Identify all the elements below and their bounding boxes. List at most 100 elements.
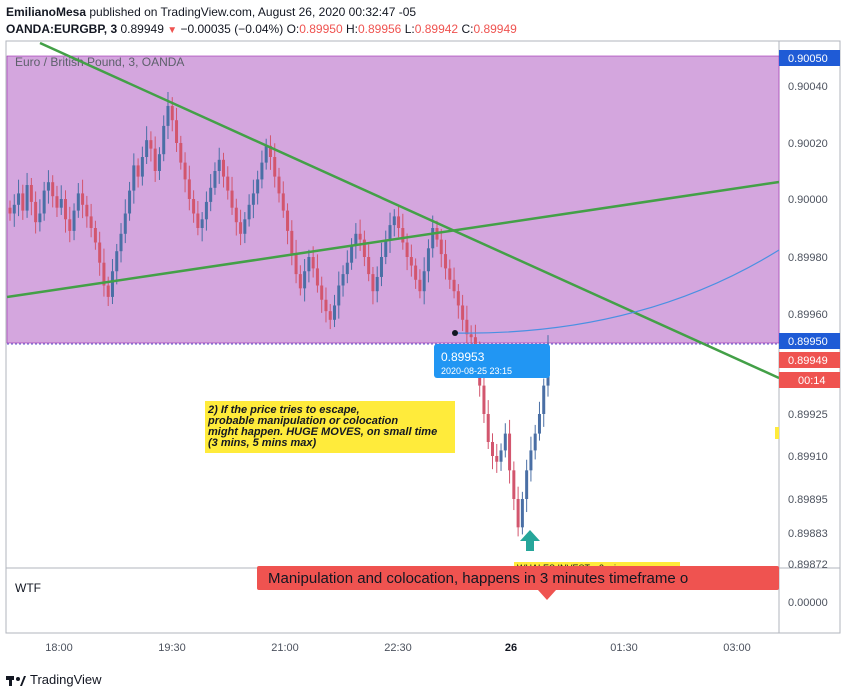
open-value: 0.89950 (299, 22, 343, 36)
footer-brand[interactable]: TradingView (6, 672, 102, 688)
candle-body (375, 276, 379, 292)
candle-body (469, 334, 473, 338)
candle-body (392, 216, 396, 226)
close-value: 0.89949 (473, 22, 517, 36)
candle-body (431, 228, 435, 249)
candle-body (260, 162, 264, 180)
candle-body (294, 254, 298, 275)
candle-body (482, 385, 486, 414)
time-axis[interactable]: 18:00 19:30 21:00 22:30 26 01:30 03:00 (45, 642, 751, 654)
candle-body (200, 219, 204, 228)
candle-body (397, 216, 401, 228)
y-tick-label: 0.89895 (788, 494, 828, 506)
indicator-axis-value: 0.00000 (788, 597, 828, 609)
candle-body (444, 254, 448, 269)
candle-body (461, 305, 465, 320)
high-label: H: (345, 22, 358, 36)
note-line: might happen. HUGE MOVES, on small time (208, 426, 437, 438)
price-tooltip[interactable]: 0.89953 2020-08-25 23:15 (434, 344, 550, 378)
candle-body (25, 185, 29, 211)
tooltip-price: 0.89953 (441, 350, 485, 364)
candle-body (350, 245, 354, 263)
open-label: O: (286, 22, 300, 36)
candle-body (204, 201, 208, 220)
y-tick-label: 0.89960 (788, 309, 828, 321)
descending-trendline[interactable] (39, 41, 780, 380)
tooltip-datetime: 2020-08-25 23:15 (441, 366, 512, 376)
author-name[interactable]: EmilianoMesa (6, 5, 87, 19)
up-arrow-icon[interactable] (520, 530, 540, 551)
candle-body (8, 207, 12, 214)
tradingview-logo-icon (6, 675, 26, 686)
candle-body (358, 233, 362, 240)
last-price-text: 0.89949 (788, 355, 828, 367)
candle-body (85, 204, 89, 217)
candle-body (102, 262, 106, 286)
projection-curve[interactable] (454, 249, 780, 334)
candle-body (409, 257, 413, 266)
candle-body (12, 204, 16, 214)
candle-body (76, 193, 80, 211)
candle-body (140, 157, 144, 177)
candle-body (405, 242, 409, 257)
candle-body (298, 274, 302, 289)
candle-body (379, 257, 383, 277)
indicator-label[interactable]: WTF (15, 581, 41, 595)
note-annotation[interactable]: 2) If the price tries to escape, probable… (205, 401, 455, 453)
anchor-point[interactable] (452, 330, 458, 336)
candle-body (490, 442, 494, 456)
candle-body (115, 251, 119, 272)
candle-body (277, 176, 281, 194)
candle-body (516, 499, 520, 528)
resistance-zone[interactable] (6, 55, 780, 344)
callout-banner[interactable]: Manipulation and colocation, happens in … (257, 566, 779, 600)
candle-body (51, 182, 55, 197)
candle-body (175, 120, 179, 143)
candle-body (354, 233, 358, 246)
y-tick-label: 0.90040 (788, 81, 828, 93)
candle-body (136, 165, 140, 177)
countdown-text: 00:14 (798, 375, 826, 387)
candle-body (106, 285, 110, 297)
ascending-trendline[interactable] (6, 180, 780, 299)
candle-body (217, 159, 221, 171)
down-arrow-icon: ▼ (167, 25, 178, 36)
candle-body (145, 140, 149, 157)
countdown-badge (779, 372, 840, 388)
candle-body (337, 285, 341, 306)
symbol-label[interactable]: OANDA:EURGBP, 3 (6, 22, 118, 36)
candle-body (456, 291, 460, 306)
candle-body (333, 305, 337, 320)
candle-body (93, 228, 97, 243)
candle-body (243, 219, 247, 234)
publish-info: EmilianoMesa published on TradingView.co… (6, 5, 416, 19)
x-tick-label: 19:30 (158, 642, 186, 654)
candle-body (465, 319, 469, 335)
candle-body (324, 299, 328, 312)
x-tick-label: 01:30 (610, 642, 638, 654)
note-text: 2) If the price tries to escape, probable… (207, 404, 437, 449)
candle-body (341, 274, 345, 286)
candle-body (268, 145, 272, 157)
close-label: C: (461, 22, 474, 36)
candle-body (315, 268, 319, 286)
candle-body (426, 248, 430, 272)
candle-body (362, 239, 366, 257)
candle-body (529, 450, 533, 471)
y-tick-label: 0.89925 (788, 409, 828, 421)
candle-body (537, 414, 541, 434)
candle-body (157, 154, 161, 171)
candle-body (384, 239, 388, 257)
x-tick-label: 21:00 (271, 642, 299, 654)
candle-body (281, 193, 285, 211)
candle-body (234, 207, 238, 223)
current-price-badge (779, 333, 840, 349)
price-axis[interactable]: 0.90040 0.90020 0.90000 0.89980 0.89960 0.899… (788, 81, 828, 571)
candle-body (128, 190, 132, 214)
last-price-badge (779, 352, 840, 368)
x-tick-label: 22:30 (384, 642, 412, 654)
note-line: probable manipulation or colocation (207, 415, 398, 427)
candle-body (286, 210, 290, 231)
candle-body (68, 219, 72, 231)
